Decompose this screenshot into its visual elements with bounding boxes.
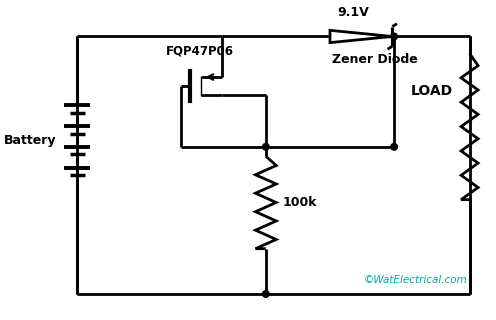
Text: 9.1V: 9.1V bbox=[338, 6, 370, 20]
Circle shape bbox=[262, 144, 269, 150]
Circle shape bbox=[391, 33, 397, 40]
Text: 100k: 100k bbox=[283, 196, 317, 209]
Text: LOAD: LOAD bbox=[411, 84, 453, 98]
Text: FQP47P06: FQP47P06 bbox=[166, 44, 234, 57]
Text: Battery: Battery bbox=[4, 134, 57, 147]
Circle shape bbox=[262, 291, 269, 297]
Text: ©WatElectrical.com: ©WatElectrical.com bbox=[364, 275, 468, 284]
Polygon shape bbox=[330, 30, 392, 43]
Circle shape bbox=[391, 144, 397, 150]
Text: Zener Diode: Zener Diode bbox=[332, 53, 418, 67]
